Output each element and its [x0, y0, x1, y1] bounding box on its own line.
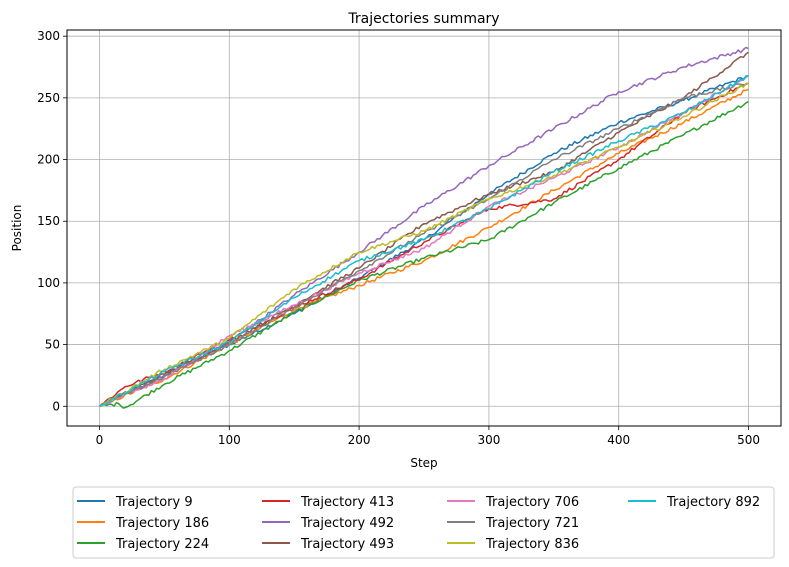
legend-label: Trajectory 413	[300, 495, 394, 510]
y-tick-label: 200	[37, 153, 60, 167]
x-tick-label: 400	[607, 433, 630, 447]
x-tick-label: 200	[348, 433, 371, 447]
x-axis-label: Step	[410, 456, 437, 470]
legend-label: Trajectory 492	[300, 516, 394, 531]
legend-label: Trajectory 892	[666, 495, 760, 510]
legend-label: Trajectory 186	[115, 516, 209, 531]
x-tick-label: 500	[737, 433, 760, 447]
y-tick-label: 0	[52, 399, 60, 413]
legend-label: Trajectory 836	[485, 537, 579, 552]
y-axis-label: Position	[10, 205, 24, 252]
x-tick-label: 100	[218, 433, 241, 447]
y-tick-label: 300	[37, 29, 60, 43]
legend-label: Trajectory 493	[300, 537, 394, 552]
x-tick-label: 0	[96, 433, 104, 447]
legend-label: Trajectory 706	[485, 495, 579, 510]
legend-label: Trajectory 9	[115, 495, 193, 510]
y-tick-label: 250	[37, 91, 60, 105]
y-tick-label: 150	[37, 214, 60, 228]
legend-label: Trajectory 721	[485, 516, 579, 531]
legend: Trajectory 9 Trajectory 186 Trajectory 224…	[73, 487, 774, 558]
chart-title: Trajectories summary	[347, 11, 499, 27]
y-tick-label: 100	[37, 276, 60, 290]
legend-label: Trajectory 224	[115, 537, 209, 552]
y-tick-label: 50	[45, 338, 60, 352]
x-tick-label: 300	[477, 433, 500, 447]
